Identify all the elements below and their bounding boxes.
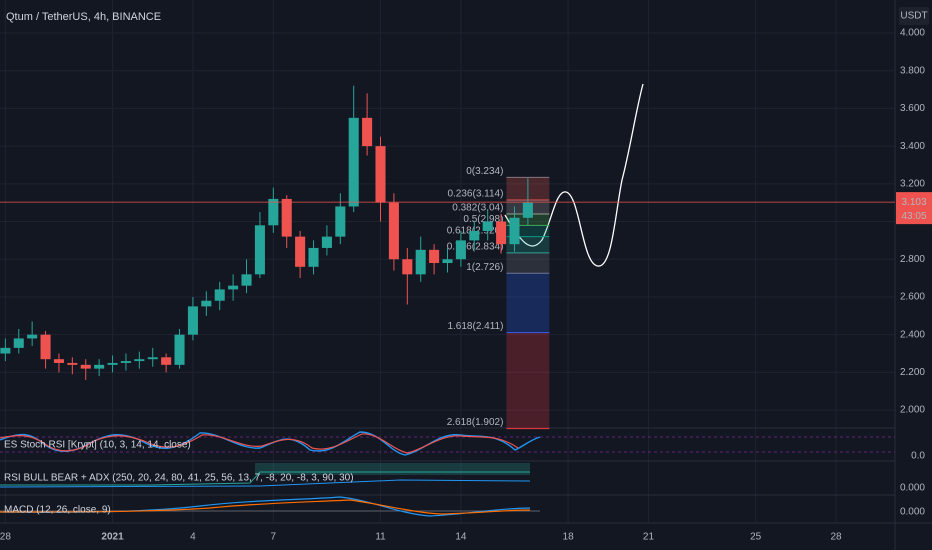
fib-label: 2.618(1.902) xyxy=(447,417,504,428)
fib-band xyxy=(506,273,550,333)
candle-body xyxy=(375,146,386,203)
indicator-axis-label: 0.0 xyxy=(911,451,925,462)
fib-label: 0.236(3.114) xyxy=(447,189,503,200)
candle-body xyxy=(120,361,131,363)
candle-body xyxy=(429,249,440,264)
fib-label: 0.5(2.98) xyxy=(463,214,503,225)
candle-body xyxy=(348,117,359,207)
x-tick-label: 21 xyxy=(643,532,655,543)
candle-body xyxy=(295,236,306,267)
fib-label: 1.618(2.411) xyxy=(447,321,503,332)
fib-band xyxy=(506,252,550,274)
x-tick-label: 7 xyxy=(271,532,277,543)
candle-body xyxy=(147,357,158,360)
chart-title: Qtum / TetherUS, 4h, BINANCE xyxy=(6,11,161,23)
candle-body xyxy=(455,240,466,260)
candle-body xyxy=(482,221,493,231)
candle-body xyxy=(469,230,480,241)
fib-label: 0.382(3.04) xyxy=(452,203,503,214)
price-label: 3.103 xyxy=(901,197,926,208)
candle-body xyxy=(281,198,292,237)
indicator-axis-label: 0.000 xyxy=(900,483,925,494)
indicator-line xyxy=(0,433,519,454)
candle-body xyxy=(201,300,212,307)
candle-body xyxy=(254,225,265,275)
candle-body xyxy=(174,334,185,365)
y-tick-label: 3.400 xyxy=(900,141,925,152)
x-tick-label: 11 xyxy=(375,532,386,543)
y-tick-label: 2.000 xyxy=(900,405,925,416)
candle-body xyxy=(496,221,507,245)
candle-body xyxy=(509,217,520,245)
currency: USDT xyxy=(900,11,927,22)
x-tick-label: 4 xyxy=(190,532,196,543)
candle-body xyxy=(388,202,399,260)
candle-body xyxy=(415,249,426,275)
drawing xyxy=(504,83,644,267)
x-tick-label: 2021 xyxy=(101,532,124,543)
candle-body xyxy=(107,362,118,365)
candle-body xyxy=(187,306,198,335)
candle-body xyxy=(402,259,413,275)
candle-body xyxy=(268,198,279,226)
x-tick-label: 25 xyxy=(750,532,762,543)
price-box xyxy=(896,192,932,225)
candle-body xyxy=(94,364,105,369)
candle-body xyxy=(80,364,91,369)
y-tick-label: 3.200 xyxy=(900,178,925,189)
fib-band xyxy=(506,225,550,237)
indicator-line xyxy=(0,479,531,488)
indicator-axis-label: 0.000 xyxy=(900,507,925,518)
indicator-label: RSI BULL BEAR + ADX (250, 20, 24, 80, 41… xyxy=(4,473,354,484)
indicator-label: MACD (12, 26, close, 9) xyxy=(4,505,111,516)
candle-body xyxy=(0,347,11,354)
indicator-line xyxy=(0,499,531,515)
x-tick-label: 28 xyxy=(830,532,842,543)
candle-body xyxy=(362,117,373,147)
x-tick-label: 28 xyxy=(0,532,11,543)
x-tick-label: 14 xyxy=(455,532,467,543)
candle-body xyxy=(442,259,453,264)
candle-body xyxy=(27,334,38,339)
candle-body xyxy=(308,247,319,267)
fib-label: 0.786(2.834) xyxy=(447,241,504,252)
candle-body xyxy=(67,362,78,365)
y-tick-label: 3.600 xyxy=(900,103,925,114)
candle-body xyxy=(335,206,346,237)
y-tick-label: 2.400 xyxy=(900,329,925,340)
fib-label: 0.618(2.920) xyxy=(447,225,504,236)
y-tick-label: 2.600 xyxy=(900,292,925,303)
candle-body xyxy=(228,285,239,290)
y-tick-label: 2.800 xyxy=(900,254,925,265)
candle-body xyxy=(321,236,332,248)
fib-label: 1(2.726) xyxy=(466,262,503,273)
y-tick-label: 3.800 xyxy=(900,65,925,76)
candle-body xyxy=(522,202,533,218)
y-tick-label: 4.000 xyxy=(900,28,925,39)
fib-band xyxy=(506,332,550,429)
x-tick-label: 18 xyxy=(563,532,575,543)
y-tick-label: 2.200 xyxy=(900,367,925,378)
fib-label: 0(3.234) xyxy=(466,166,503,177)
candle-body xyxy=(13,338,24,348)
indicator-line xyxy=(0,471,530,486)
candle-body xyxy=(134,359,145,362)
candle-body xyxy=(161,357,172,365)
countdown: 43:05 xyxy=(901,211,926,222)
candle-body xyxy=(53,359,64,363)
currency-box xyxy=(899,7,929,25)
indicator-label: ES Stoch RSI [Krypt] (10, 3, 14, 14, clo… xyxy=(4,440,191,451)
candle-body xyxy=(241,274,252,286)
candle-body xyxy=(40,334,51,360)
candle-body xyxy=(214,289,225,301)
